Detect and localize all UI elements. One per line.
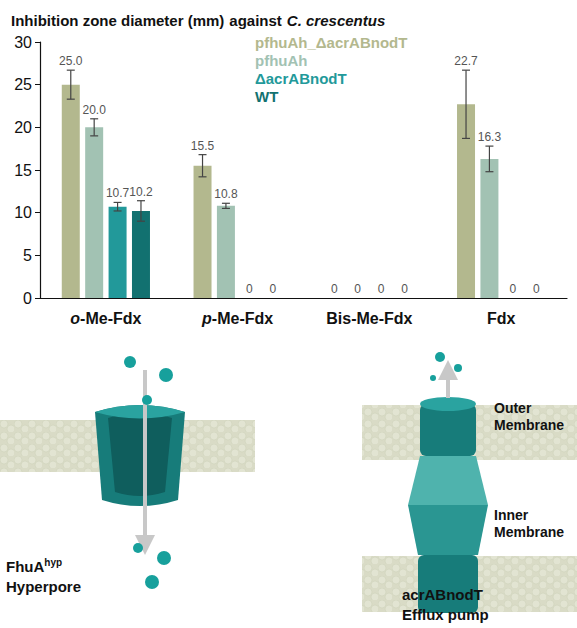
svg-text:25.0: 25.0 [59, 54, 83, 68]
svg-text:0: 0 [509, 282, 516, 296]
svg-text:25: 25 [14, 76, 32, 93]
svg-text:10.2: 10.2 [129, 185, 153, 199]
svg-text:0: 0 [269, 282, 276, 296]
svg-text:pfhuAh_ΔacrABnodT: pfhuAh_ΔacrABnodT [255, 34, 407, 51]
svg-text:p: p [201, 310, 212, 327]
svg-text:15: 15 [14, 162, 32, 179]
svg-text:10: 10 [14, 204, 32, 221]
svg-text:0: 0 [533, 282, 540, 296]
svg-text:Fdx: Fdx [487, 310, 516, 327]
svg-text:Inner: Inner [494, 507, 529, 523]
svg-text:16.3: 16.3 [478, 130, 502, 144]
svg-text:ΔacrABnodT: ΔacrABnodT [255, 70, 347, 87]
svg-text:Inhibition zone diameter (mm): Inhibition zone diameter (mm) [11, 12, 224, 29]
svg-text:0: 0 [23, 290, 32, 307]
svg-text:22.7: 22.7 [454, 54, 478, 68]
svg-text:Bis-Me-Fdx: Bis-Me-Fdx [326, 310, 412, 327]
svg-text:WT: WT [255, 88, 278, 105]
svg-text:10.7: 10.7 [106, 186, 130, 200]
svg-text:o: o [70, 310, 80, 327]
svg-text:-Me-Fdx: -Me-Fdx [80, 310, 141, 327]
svg-text:Membrane: Membrane [494, 524, 564, 540]
svg-text:pfhuAh: pfhuAh [255, 52, 307, 69]
svg-text:0: 0 [331, 282, 338, 296]
svg-text:0: 0 [378, 282, 385, 296]
svg-text:0: 0 [401, 282, 408, 296]
svg-text:Hyperpore: Hyperpore [6, 578, 81, 595]
svg-text:20.0: 20.0 [82, 103, 106, 117]
svg-text:-Me-Fdx: -Me-Fdx [212, 310, 273, 327]
svg-text:15.5: 15.5 [191, 139, 215, 153]
svg-text:20: 20 [14, 119, 32, 136]
svg-text:FhuAhyp: FhuAhyp [6, 557, 62, 575]
svg-text:against: against [229, 12, 282, 29]
svg-text:0: 0 [354, 282, 361, 296]
svg-text:Membrane: Membrane [494, 417, 564, 433]
svg-text:0: 0 [246, 282, 253, 296]
svg-text:10.8: 10.8 [214, 187, 238, 201]
svg-text:C. crescentus: C. crescentus [287, 12, 385, 29]
svg-text:5: 5 [23, 247, 32, 264]
svg-text:30: 30 [14, 34, 32, 51]
svg-text:Efflux pump: Efflux pump [402, 606, 489, 623]
svg-text:acrABnodT: acrABnodT [402, 586, 483, 603]
svg-text:Outer: Outer [494, 400, 532, 416]
